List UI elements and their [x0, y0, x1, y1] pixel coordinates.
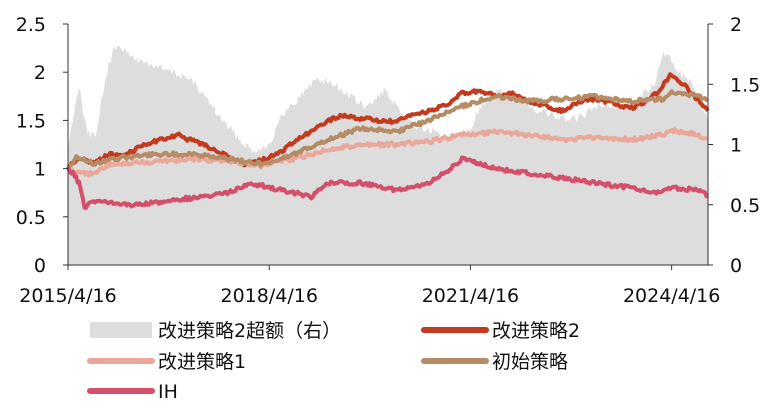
y-left-tick-label: 0	[34, 255, 46, 277]
y-right-tick-label: 2	[730, 14, 742, 36]
legend-label: 初始策略	[492, 351, 568, 373]
series-line-1	[67, 72, 710, 170]
series-line-4	[66, 155, 709, 210]
series-line-3	[66, 89, 709, 169]
y-left-tick-label: 1	[34, 159, 46, 181]
y-left-tick-label: 2	[34, 62, 46, 84]
x-tick-label: 2018/4/16	[221, 285, 318, 307]
y-left-tick-label: 2.5	[16, 14, 46, 36]
legend-swatch	[90, 322, 152, 338]
series-line-2	[67, 126, 709, 178]
y-right-tick-label: 1	[730, 135, 742, 157]
x-tick-label: 2024/4/16	[623, 285, 720, 307]
x-tick-label: 2021/4/16	[422, 285, 519, 307]
y-left-tick-label: 1.5	[16, 110, 46, 132]
legend: 改进策略2超额（右） 改进策略2 改进策略1 初始策略 IH	[87, 320, 580, 403]
line-layer	[66, 72, 710, 210]
y-right-tick-label: 0	[730, 255, 742, 277]
series-area-0	[68, 45, 708, 265]
axis-layer: 0 0.5 1 1.5 2 2.5 0 0.5 1 1.5 2 2015/4/16 2018/4/16 2…	[16, 14, 760, 307]
legend-label: 改进策略2	[492, 320, 580, 342]
y-left-tick-label: 0.5	[16, 207, 46, 229]
y-right-tick-label: 0.5	[730, 195, 760, 217]
y-right-tick-label: 1.5	[730, 74, 760, 96]
legend-label: 改进策略1	[158, 351, 246, 373]
x-tick-label: 2015/4/16	[19, 285, 116, 307]
legend-label: 改进策略2超额（右）	[158, 320, 341, 342]
area-layer	[68, 45, 708, 265]
legend-label: IH	[158, 381, 178, 403]
